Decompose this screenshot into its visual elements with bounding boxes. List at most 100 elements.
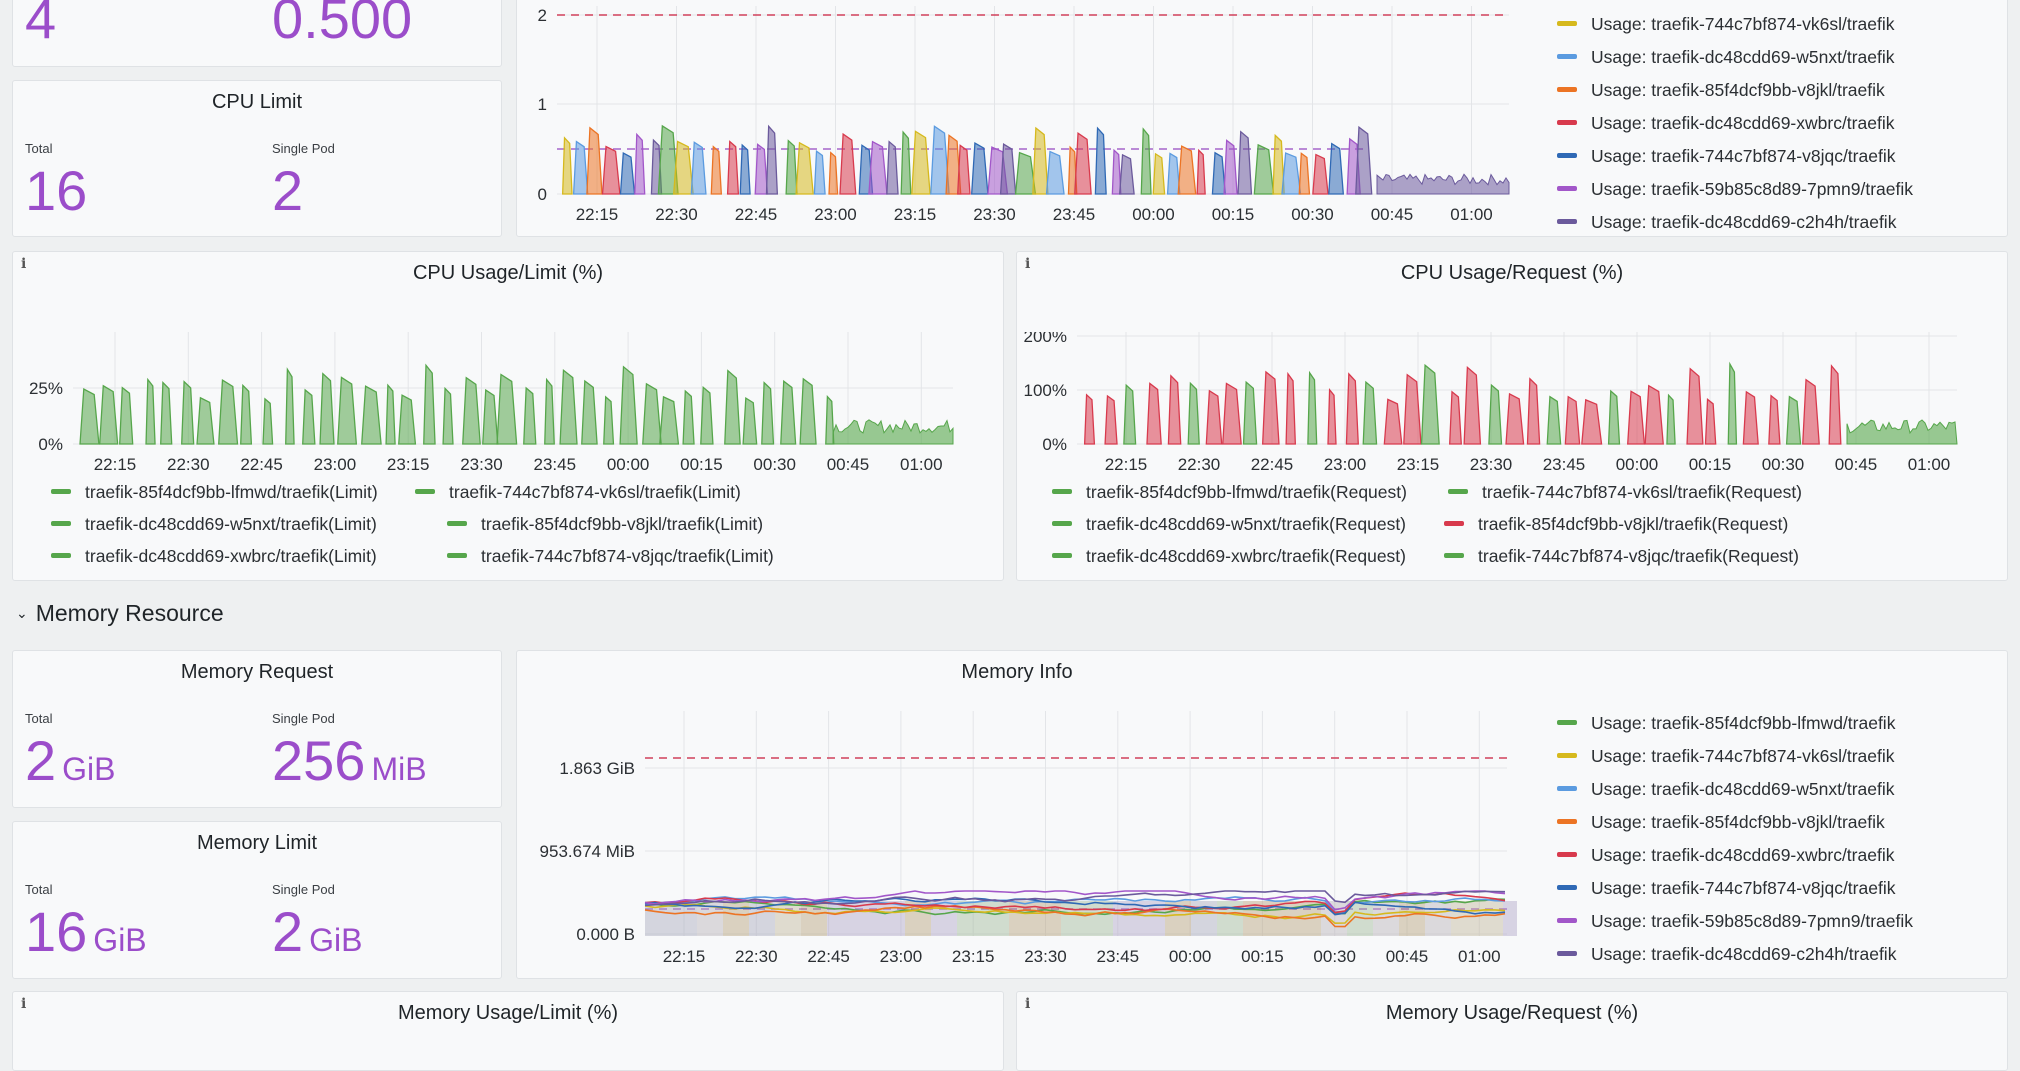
legend-item[interactable]: traefik-85f4dcf9bb-lfmwd/traefik(Limit)	[51, 482, 378, 503]
x-tick-label: 22:15	[576, 205, 619, 224]
memory-usage-request-panel[interactable]: i Memory Usage/Request (%)	[1016, 991, 2008, 1071]
legend-swatch	[51, 552, 71, 558]
x-tick-label: 01:00	[1908, 455, 1951, 474]
legend-label: Usage: traefik-dc48cdd69-xwbrc/traefik	[1591, 113, 1895, 133]
legend-swatch	[447, 552, 467, 558]
legend-swatch	[1444, 552, 1464, 558]
legend-item[interactable]: Usage: traefik-59b85c8d89-7pmn9/traefik	[1557, 911, 1913, 932]
legend-item[interactable]: traefik-dc48cdd69-w5nxt/traefik(Limit)	[51, 514, 377, 535]
x-tick-label: 23:00	[314, 455, 357, 474]
cpu-info-panel[interactable]: 2 1 0 22:15 22:30 22:45 23:00 23:15 23:30 23:45 00…	[516, 0, 2008, 237]
legend-label: Usage: traefik-dc48cdd69-c2h4h/traefik	[1591, 944, 1897, 964]
legend-item[interactable]: traefik-85f4dcf9bb-lfmwd/traefik(Request…	[1052, 482, 1407, 503]
spike-mark	[619, 152, 636, 195]
spike-mark	[218, 378, 239, 445]
spike-mark	[900, 130, 912, 195]
memory-area-block	[775, 901, 801, 936]
memory-limit-panel[interactable]: Memory Limit Total Single Pod 16 GiB 2 GiB	[12, 821, 502, 979]
memory-series-line	[644, 897, 1506, 916]
x-tick-label: 22:15	[94, 455, 137, 474]
single-pod-value: 2	[272, 159, 304, 222]
legend-label: Usage: traefik-744c7bf874-v8jqc/traefik	[1591, 146, 1896, 166]
legend-swatch	[1557, 719, 1577, 725]
legend-item[interactable]: traefik-744c7bf874-v8jqc/traefik(Limit)	[447, 546, 774, 567]
legend-item[interactable]: traefik-744c7bf874-vk6sl/traefik(Request…	[1448, 482, 1802, 503]
spike-mark	[603, 395, 615, 445]
spike-mark	[1272, 133, 1285, 195]
y-tick-label: 100%	[1024, 381, 1067, 400]
panel-title: CPU Limit	[211, 91, 302, 113]
legend-item[interactable]: Usage: traefik-dc48cdd69-xwbrc/traefik	[1557, 845, 1894, 866]
spike-mark	[1505, 392, 1525, 445]
legend-item[interactable]: Usage: traefik-744c7bf874-vk6sl/traefik	[1557, 14, 1894, 35]
legend-item[interactable]: Usage: traefik-744c7bf874-v8jqc/traefik	[1557, 146, 1895, 167]
y-tick-label: 1.863 GiB	[559, 759, 635, 778]
total-value: 16 GiB	[25, 900, 147, 963]
legend-item[interactable]: traefik-744c7bf874-v8jqc/traefik(Request…	[1444, 546, 1799, 567]
spike-mark	[442, 386, 454, 445]
memory-request-panel[interactable]: Memory Request Total Single Pod 2 GiB 256…	[12, 650, 502, 808]
legend-item[interactable]: traefik-744c7bf874-vk6sl/traefik(Limit)	[415, 482, 741, 503]
spike-mark	[1281, 152, 1302, 195]
memory-resource-row[interactable]: ⌄ Memory Resource	[16, 600, 224, 627]
legend-item[interactable]: traefik-dc48cdd69-xwbrc/traefik(Limit)	[51, 546, 377, 567]
spike-mark	[561, 136, 573, 195]
chevron-down-icon[interactable]: ⌄	[16, 605, 28, 621]
spike-mark	[1564, 395, 1581, 445]
spike-mark	[1140, 127, 1152, 195]
spike-mark	[1768, 394, 1781, 445]
legend-label: Usage: traefik-dc48cdd69-xwbrc/traefik	[1591, 845, 1895, 865]
cpu-limit-panel[interactable]: CPU Limit Total Single Pod 16 2	[12, 80, 502, 237]
legend-item[interactable]: traefik-dc48cdd69-xwbrc/traefik(Request)	[1052, 546, 1406, 567]
cpu-usage-limit-chart: 25% 0% 22:15 22:30 22:45 23:00 23:15 23:30 23:45…	[29, 332, 954, 474]
series-tail	[832, 419, 954, 445]
legend-item[interactable]: Usage: traefik-744c7bf874-vk6sl/traefik	[1557, 746, 1894, 767]
x-tick-label: 00:45	[1835, 455, 1878, 474]
x-tick-label: 23:45	[1543, 455, 1586, 474]
legend-item[interactable]: Usage: traefik-dc48cdd69-c2h4h/traefik	[1557, 944, 1896, 965]
info-icon[interactable]: i	[1025, 256, 1031, 272]
legend-item[interactable]: traefik-85f4dcf9bb-v8jkl/traefik(Request…	[1444, 514, 1788, 535]
cpu-usage-limit-panel[interactable]: i CPU Usage/Limit (%) 25% 0% 22:15 22:30 22:…	[12, 251, 1004, 581]
spike-mark	[1362, 380, 1378, 445]
memory-info-panel[interactable]: Memory Info 1.863 GiB 953.674 MiB 0.000 B 2…	[516, 650, 2008, 979]
legend-item[interactable]: traefik-dc48cdd69-w5nxt/traefik(Request)	[1052, 514, 1406, 535]
legend-item[interactable]: Usage: traefik-85f4dcf9bb-v8jkl/traefik	[1557, 812, 1885, 833]
cpu-usage-request-panel[interactable]: i CPU Usage/Request (%) 200% 100% 0% 22:15 2…	[1016, 251, 2008, 581]
spike-mark	[1261, 370, 1280, 445]
legend-item[interactable]: Usage: traefik-dc48cdd69-xwbrc/traefik	[1557, 113, 1894, 134]
spike-mark	[839, 132, 857, 195]
legend-swatch	[1557, 218, 1577, 224]
legend-item[interactable]: Usage: traefik-59b85c8d89-7pmn9/traefik	[1557, 179, 1913, 200]
spike-mark	[482, 388, 499, 445]
spike-mark	[302, 388, 316, 445]
legend-swatch	[1557, 884, 1577, 890]
spike-mark	[1383, 398, 1403, 445]
spike-mark	[98, 384, 119, 445]
legend-label: traefik-85f4dcf9bb-v8jkl/traefik(Request…	[1478, 514, 1789, 534]
legend-item[interactable]: traefik-85f4dcf9bb-v8jkl/traefik(Limit)	[447, 514, 763, 535]
spike-mark	[1118, 153, 1135, 195]
memory-usage-limit-panel[interactable]: i Memory Usage/Limit (%)	[12, 991, 1004, 1071]
legend-item[interactable]: Usage: traefik-85f4dcf9bb-v8jkl/traefik	[1557, 80, 1885, 101]
spike-mark	[1187, 381, 1200, 445]
spike-mark	[1205, 389, 1223, 445]
spike-mark	[1785, 395, 1802, 445]
stat-value-total: 4	[25, 0, 57, 50]
x-tick-label: 00:15	[1689, 455, 1732, 474]
info-icon[interactable]: i	[21, 256, 27, 272]
legend-item[interactable]: Usage: traefik-dc48cdd69-c2h4h/traefik	[1557, 212, 1896, 233]
legend-swatch	[1557, 20, 1577, 26]
memory-series-line	[644, 903, 1506, 925]
spike-mark	[690, 141, 707, 195]
legend-item[interactable]: Usage: traefik-dc48cdd69-w5nxt/traefik	[1557, 779, 1894, 800]
info-icon[interactable]: i	[1025, 996, 1031, 1012]
legend-label: traefik-85f4dcf9bb-lfmwd/traefik(Limit)	[85, 482, 378, 502]
legend-item[interactable]: Usage: traefik-85f4dcf9bb-lfmwd/traefik	[1557, 713, 1895, 734]
spike-mark	[385, 383, 396, 445]
panel-title: Memory Request	[180, 661, 334, 683]
legend-item[interactable]: Usage: traefik-dc48cdd69-w5nxt/traefik	[1557, 47, 1894, 68]
spike-mark	[1167, 374, 1182, 445]
legend-item[interactable]: Usage: traefik-744c7bf874-v8jqc/traefik	[1557, 878, 1895, 899]
info-icon[interactable]: i	[21, 996, 27, 1012]
